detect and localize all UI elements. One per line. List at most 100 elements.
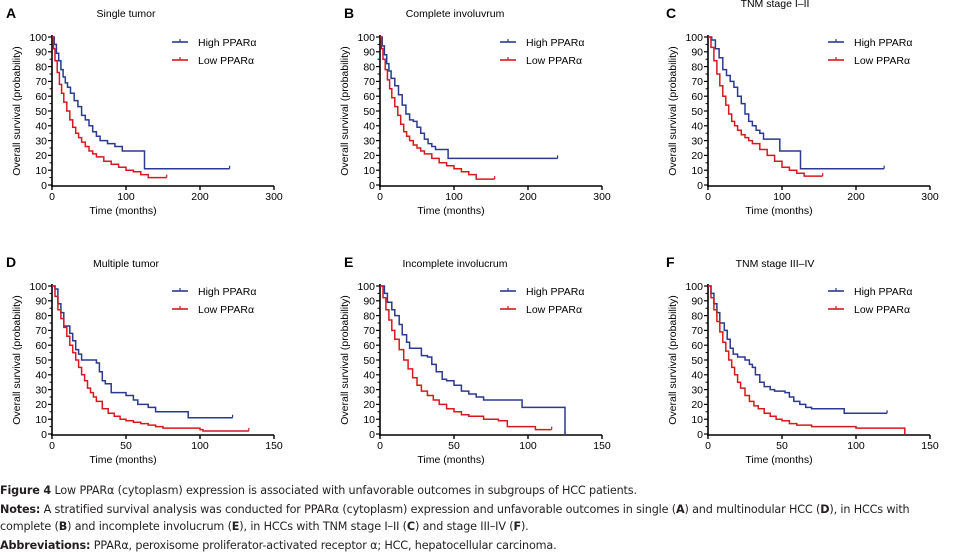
y-tick-label: 80 <box>35 310 47 322</box>
y-tick-label: 30 <box>35 135 47 147</box>
y-tick-label: 20 <box>691 399 703 411</box>
notes-text: A stratified survival analysis was condu… <box>43 503 676 516</box>
y-tick-label: 50 <box>691 106 703 118</box>
series-line-high <box>52 285 233 419</box>
y-tick-label: 60 <box>691 91 703 103</box>
x-tick-label: 0 <box>705 440 711 452</box>
x-tick-label: 100 <box>847 440 865 452</box>
y-tick-label: 100 <box>685 281 703 293</box>
x-tick-label: 300 <box>921 191 939 203</box>
series-line-low <box>380 285 552 431</box>
x-tick-label: 50 <box>120 440 132 452</box>
y-tick-label: 50 <box>35 106 47 118</box>
legend-label: Low PPARα <box>198 304 254 316</box>
x-axis-label: Time (months) <box>417 454 484 466</box>
series-line-low <box>708 36 823 177</box>
series-line-high <box>380 36 558 160</box>
panel-label: D <box>6 254 16 270</box>
y-axis-label: Overall survival (probability) <box>667 46 679 176</box>
y-tick-label: 90 <box>691 47 703 59</box>
y-tick-label: 20 <box>35 150 47 162</box>
y-tick-label: 20 <box>363 150 375 162</box>
y-tick-label: 30 <box>363 135 375 147</box>
x-tick-label: 0 <box>705 191 711 203</box>
series-line-low <box>52 285 249 432</box>
x-tick-label: 0 <box>377 191 383 203</box>
km-panel-c: C TNM stage I–II Overall survival (probabi… <box>666 0 939 217</box>
x-tick-label: 150 <box>265 440 283 452</box>
y-tick-label: 70 <box>363 76 375 88</box>
y-tick-label: 10 <box>35 414 47 426</box>
notes-text: ) and stage III–IV ( <box>414 520 514 533</box>
y-tick-label: 80 <box>363 61 375 73</box>
y-axis-label: Overall survival (probability) <box>11 46 23 176</box>
notes-line-2: complete (B) and incomplete involucrum (… <box>0 519 956 535</box>
notes-ref-b: B <box>58 520 68 533</box>
series-line-high <box>708 36 885 170</box>
notes-text: ) and multinodular HCC ( <box>684 503 821 516</box>
x-tick-label: 100 <box>773 191 791 203</box>
x-axis-label: Time (months) <box>745 205 812 217</box>
y-tick-label: 80 <box>363 310 375 322</box>
y-tick-label: 40 <box>691 121 703 133</box>
notes-ref-e: E <box>231 520 240 533</box>
y-tick-label: 100 <box>29 281 47 293</box>
y-tick-label: 40 <box>35 121 47 133</box>
x-tick-label: 200 <box>191 191 209 203</box>
y-tick-label: 20 <box>691 150 703 162</box>
chart-title: Complete involuvrum <box>406 8 505 20</box>
x-tick-label: 0 <box>377 440 383 452</box>
y-tick-label: 40 <box>363 121 375 133</box>
y-tick-label: 70 <box>691 325 703 337</box>
series-line-low <box>708 285 906 434</box>
figure-label: Figure 4 <box>0 484 52 497</box>
x-tick-label: 100 <box>445 191 463 203</box>
notes-ref-a: A <box>675 503 685 516</box>
panel-label: F <box>666 254 675 270</box>
y-tick-label: 0 <box>41 180 47 192</box>
y-tick-label: 90 <box>363 296 375 308</box>
y-axis-label: Overall survival (probability) <box>11 295 23 425</box>
abbreviations-label: Abbreviations: <box>0 539 91 552</box>
legend-label: Low PPARα <box>854 55 910 67</box>
y-axis-label: Overall survival (probability) <box>339 295 351 425</box>
notes-ref-f: F <box>513 520 521 533</box>
y-tick-label: 100 <box>357 281 375 293</box>
km-panel-f: F TNM stage III–IV Overall survival (proba… <box>666 254 939 466</box>
y-tick-label: 70 <box>35 325 47 337</box>
y-tick-label: 50 <box>363 355 375 367</box>
series-line-high <box>380 285 566 434</box>
x-tick-label: 200 <box>847 191 865 203</box>
y-tick-label: 70 <box>691 76 703 88</box>
y-tick-label: 0 <box>697 429 703 441</box>
chart-title: TNM stage I–II <box>741 0 810 10</box>
legend-label: Low PPARα <box>198 55 254 67</box>
notes-line-1: Notes: A stratified survival analysis wa… <box>0 502 956 518</box>
y-tick-label: 10 <box>363 165 375 177</box>
y-tick-label: 90 <box>35 296 47 308</box>
x-tick-label: 300 <box>265 191 283 203</box>
y-tick-label: 30 <box>691 135 703 147</box>
legend-label: High PPARα <box>198 286 256 298</box>
km-panel-b: B Complete involuvrum Overall survival (pr… <box>339 5 611 217</box>
x-tick-label: 0 <box>49 191 55 203</box>
y-tick-label: 0 <box>41 429 47 441</box>
panel-label: B <box>344 5 354 21</box>
legend-label: Low PPARα <box>854 304 910 316</box>
notes-text: ). <box>520 520 529 533</box>
y-tick-label: 30 <box>363 384 375 396</box>
y-tick-label: 0 <box>369 429 375 441</box>
notes-ref-c: C <box>406 520 415 533</box>
y-tick-label: 0 <box>369 180 375 192</box>
panel-label: A <box>6 5 16 21</box>
x-axis-label: Time (months) <box>89 205 156 217</box>
y-tick-label: 60 <box>363 91 375 103</box>
y-tick-label: 90 <box>35 47 47 59</box>
notes-ref-d: D <box>820 503 830 516</box>
y-tick-label: 60 <box>35 91 47 103</box>
series-line-low <box>52 36 167 179</box>
abbreviations-line: Abbreviations: PPARα, peroxisome prolife… <box>0 538 956 554</box>
y-tick-label: 80 <box>691 61 703 73</box>
series-line-low <box>380 36 495 180</box>
x-tick-label: 50 <box>448 440 460 452</box>
